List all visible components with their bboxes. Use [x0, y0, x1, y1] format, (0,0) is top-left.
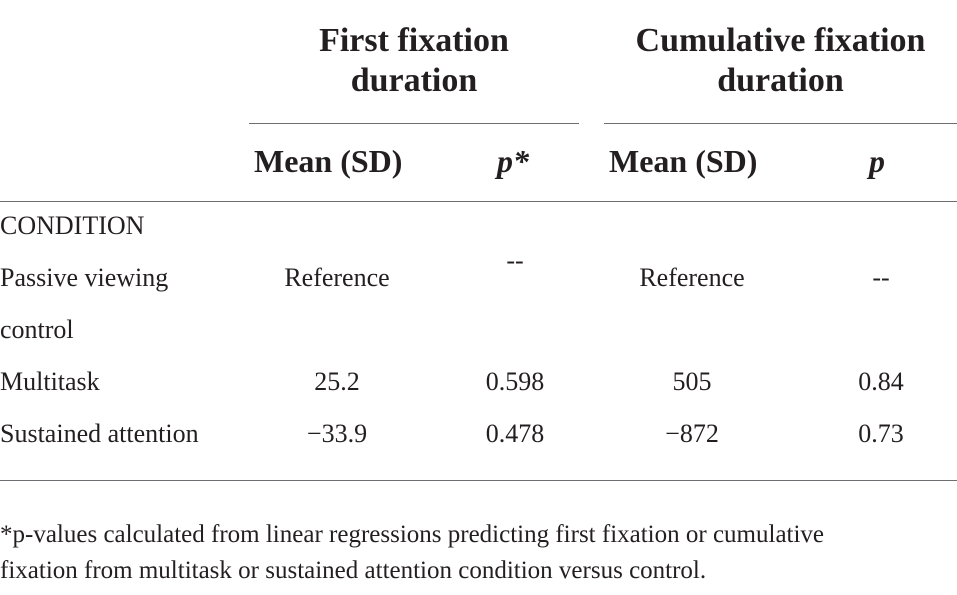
cell-multitask-first-mean: 25.2 — [314, 367, 360, 396]
header-cumulative-fixation: Cumulative fixation duration — [604, 21, 957, 101]
rule-under-cumulative-fixation — [604, 123, 957, 124]
cell-passive-cumulative-p: -- — [872, 263, 890, 292]
footnote: *p-values calculated from linear regress… — [0, 517, 824, 589]
row-label-sustained-attention: Sustained attention — [0, 419, 199, 448]
subheader-cumulative-mean: Mean (SD) — [609, 143, 758, 179]
row-label-passive-viewing-line1: Passive viewing — [0, 263, 169, 292]
row-label-multitask: Multitask — [0, 367, 100, 396]
subheader-first-mean: Mean (SD) — [254, 143, 403, 179]
header-cumulative-fixation-line2: duration — [717, 62, 844, 99]
rule-under-first-fixation — [249, 123, 579, 124]
header-first-fixation: First fixation duration — [249, 21, 579, 101]
rule-table-bottom — [0, 480, 957, 481]
subheader-first-p: p* — [497, 143, 529, 179]
footnote-line2: fixation from multitask or sustained att… — [0, 557, 707, 584]
subheader-cumulative-p: p — [869, 143, 885, 179]
cell-passive-first-p: -- — [506, 246, 524, 275]
cell-multitask-first-p: 0.598 — [485, 367, 545, 396]
header-cumulative-fixation-line1: Cumulative fixation — [635, 22, 926, 59]
cell-sustained-cumulative-mean: −872 — [665, 419, 719, 448]
cell-sustained-cumulative-p: 0.73 — [858, 419, 904, 448]
cell-passive-first-mean: Reference — [284, 263, 390, 292]
cell-sustained-first-p: 0.478 — [485, 419, 545, 448]
header-first-fixation-line1: First fixation — [319, 22, 509, 59]
footnote-line1: *p-values calculated from linear regress… — [0, 521, 825, 548]
row-label-passive-viewing-line2: control — [0, 315, 74, 344]
section-label-condition: CONDITION — [0, 211, 145, 240]
cell-passive-cumulative-mean: Reference — [639, 263, 745, 292]
cell-multitask-cumulative-p: 0.84 — [858, 367, 904, 396]
header-first-fixation-line2: duration — [350, 62, 478, 99]
rule-under-subheaders — [0, 201, 957, 202]
cell-multitask-cumulative-mean: 505 — [672, 367, 712, 396]
cell-sustained-first-mean: −33.9 — [306, 419, 368, 448]
